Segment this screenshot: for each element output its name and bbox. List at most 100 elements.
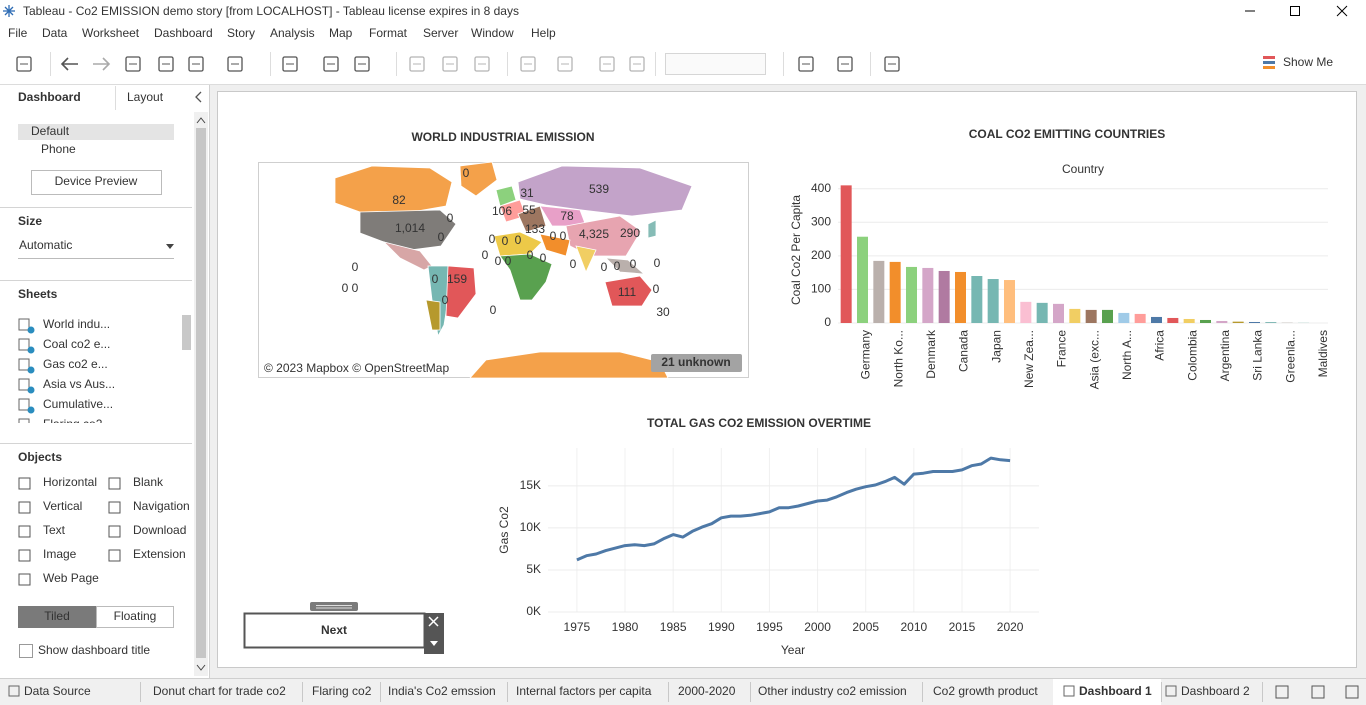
- sheet-item[interactable]: Gas co2 e...: [43, 357, 108, 371]
- sheet-tab[interactable]: Data Source: [24, 684, 91, 698]
- bar[interactable]: [857, 236, 868, 323]
- country-shape[interactable]: [499, 253, 553, 301]
- sheet-tab[interactable]: Co2 growth product: [933, 684, 1038, 698]
- device-preview-button[interactable]: [31, 170, 162, 195]
- menu-item[interactable]: File: [8, 26, 28, 40]
- bar[interactable]: [1102, 309, 1113, 323]
- sheet-item[interactable]: Asia vs Aus...: [43, 377, 115, 391]
- object-item[interactable]: Vertical: [43, 499, 82, 513]
- country-shape[interactable]: [469, 351, 669, 378]
- country-shape[interactable]: [575, 245, 597, 274]
- toolbar-button[interactable]: [60, 57, 78, 71]
- menu-item[interactable]: Server: [423, 26, 458, 40]
- sheet-tab[interactable]: Donut chart for trade co2: [153, 684, 286, 698]
- country-shape[interactable]: [604, 257, 646, 275]
- floating-toggle[interactable]: [96, 606, 174, 628]
- country-shape[interactable]: [565, 215, 642, 257]
- bar[interactable]: [889, 261, 901, 323]
- toolbar-button[interactable]: [520, 56, 536, 72]
- drag-handle[interactable]: [310, 602, 358, 611]
- object-item[interactable]: Horizontal: [43, 475, 97, 489]
- bar[interactable]: [1232, 321, 1244, 323]
- country-shape[interactable]: [445, 265, 477, 319]
- bar[interactable]: [1020, 301, 1032, 323]
- object-item[interactable]: Navigation: [133, 499, 190, 513]
- bar[interactable]: [1151, 316, 1162, 323]
- menu-item[interactable]: Format: [369, 26, 408, 40]
- sheet-tab[interactable]: Dashboard 2: [1181, 684, 1250, 698]
- toolbar-button[interactable]: [474, 56, 490, 72]
- country-shape[interactable]: [647, 219, 657, 239]
- sheet-tab[interactable]: Internal factors per capita: [516, 684, 652, 698]
- toolbar-button[interactable]: [282, 56, 298, 72]
- toolbar-button[interactable]: [93, 57, 111, 71]
- bar[interactable]: [1216, 320, 1228, 323]
- sheet-tab[interactable]: Flaring co2: [312, 684, 372, 698]
- bar[interactable]: [1118, 312, 1130, 323]
- country-shape[interactable]: [517, 165, 693, 217]
- tiled-toggle[interactable]: [18, 606, 96, 628]
- toolbar-button[interactable]: [354, 56, 370, 72]
- menu-item[interactable]: Dashboard: [154, 26, 213, 40]
- sheet-item[interactable]: Flaring co2...: [43, 417, 112, 431]
- menu-item[interactable]: Window: [471, 26, 514, 40]
- bar[interactable]: [922, 267, 934, 323]
- format-dropdown[interactable]: [665, 53, 766, 75]
- more-options[interactable]: [430, 641, 438, 646]
- object-item[interactable]: Extension: [133, 547, 186, 561]
- toolbar-button[interactable]: [125, 56, 141, 72]
- menu-item[interactable]: Analysis: [270, 26, 315, 40]
- toolbar-button[interactable]: [629, 56, 645, 72]
- next-button-label[interactable]: Next: [321, 623, 347, 637]
- layout-mode[interactable]: Tiled: [44, 609, 70, 623]
- sheet-scrollbar[interactable]: [182, 315, 191, 350]
- object-item[interactable]: Download: [133, 523, 186, 537]
- new-sheet-button[interactable]: [1311, 685, 1325, 699]
- device-preview-label[interactable]: Device Preview: [55, 174, 138, 188]
- toolbar-button[interactable]: [227, 56, 243, 72]
- menu-item[interactable]: Data: [42, 26, 68, 40]
- collapse-chevron[interactable]: [195, 91, 202, 103]
- bar[interactable]: [987, 279, 999, 323]
- new-sheet-button[interactable]: [1345, 685, 1359, 699]
- toolbar-button[interactable]: [837, 56, 853, 72]
- restore-button[interactable]: [1290, 6, 1300, 16]
- object-item[interactable]: Blank: [133, 475, 164, 489]
- sheet-tab[interactable]: India's Co2 emssion: [388, 684, 496, 698]
- country-shape[interactable]: [604, 275, 653, 307]
- object-item[interactable]: Text: [43, 523, 66, 537]
- layout-mode[interactable]: Floating: [114, 609, 157, 623]
- sheet-tab[interactable]: 2000-2020: [678, 684, 736, 698]
- bar[interactable]: [1265, 322, 1277, 323]
- bar[interactable]: [1134, 313, 1146, 323]
- object-menu[interactable]: [424, 613, 444, 654]
- bar[interactable]: [1183, 318, 1195, 323]
- sheet-tab[interactable]: Dashboard 1: [1079, 684, 1152, 698]
- country-shape[interactable]: [459, 162, 498, 197]
- country-shape[interactable]: [493, 231, 543, 257]
- toolbar-button[interactable]: [16, 56, 32, 72]
- toolbar-button[interactable]: [798, 56, 814, 72]
- sidebar-tab[interactable]: Dashboard: [18, 90, 81, 104]
- sidebar-scroll-thumb[interactable]: [196, 128, 206, 658]
- sheet-item[interactable]: Cumulative...: [43, 397, 113, 411]
- object-item[interactable]: Web Page: [43, 571, 99, 585]
- bar[interactable]: [1167, 317, 1179, 323]
- country-shape[interactable]: [359, 209, 457, 251]
- scroll-up[interactable]: [196, 117, 206, 124]
- unknown-badge[interactable]: [651, 354, 742, 372]
- bar[interactable]: [1200, 319, 1211, 323]
- show-me-button[interactable]: Show Me: [1263, 55, 1333, 69]
- sheet-item[interactable]: World indu...: [43, 317, 110, 331]
- bar[interactable]: [1069, 308, 1081, 323]
- bar[interactable]: [840, 185, 852, 323]
- bar[interactable]: [938, 270, 950, 323]
- country-shape[interactable]: [334, 165, 453, 215]
- size-dropdown[interactable]: Automatic: [19, 238, 72, 252]
- sidebar-tab[interactable]: Layout: [127, 90, 164, 104]
- toolbar-button[interactable]: [409, 56, 425, 72]
- toolbar-button[interactable]: [442, 56, 458, 72]
- menu-item[interactable]: Worksheet: [82, 26, 140, 40]
- sheet-tab[interactable]: Other industry co2 emission: [758, 684, 907, 698]
- bar[interactable]: [955, 271, 966, 323]
